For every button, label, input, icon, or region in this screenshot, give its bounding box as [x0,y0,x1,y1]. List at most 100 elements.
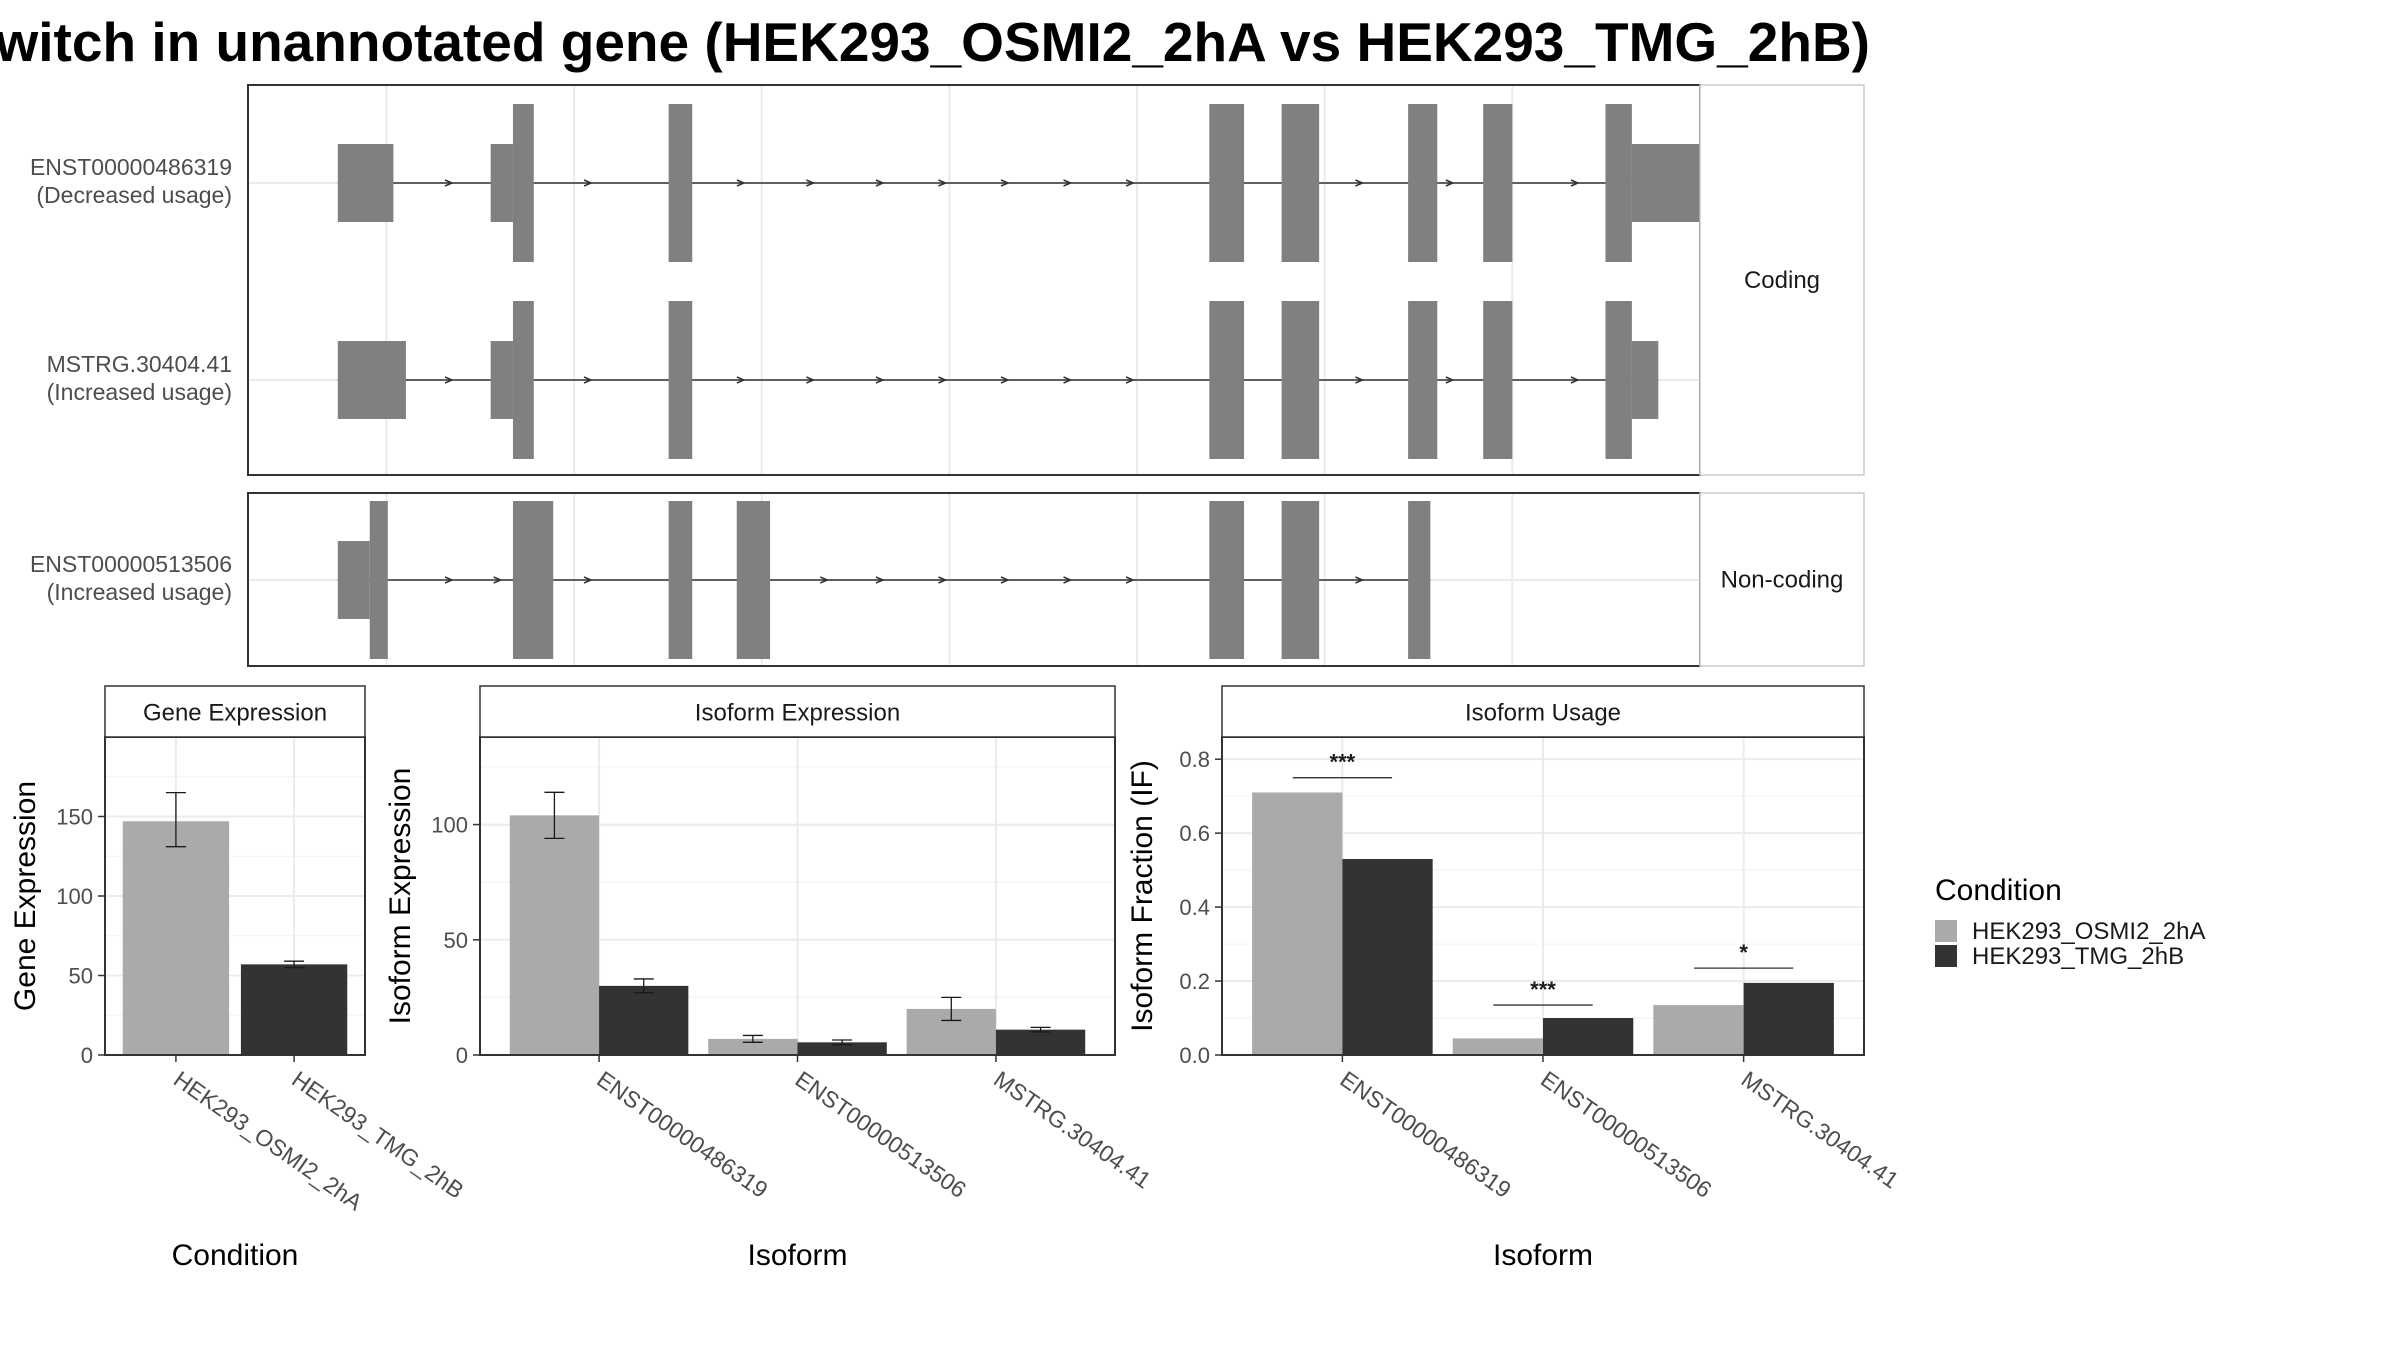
transcript-usage-label: (Increased usage) [47,379,232,405]
significance-stars: *** [1330,750,1356,775]
bar-HEK293_TMG_2hB [995,1029,1086,1055]
direction-arrow [1445,376,1455,384]
direction-arrow [1000,576,1010,584]
y-axis-title: Isoform Fraction (IF) [1126,760,1159,1032]
y-tick-label: 50 [69,964,93,989]
structure-strip [1699,84,1865,476]
direction-arrow [1000,376,1010,384]
exon [512,104,534,262]
y-axis-title: Isoform Expression [384,768,417,1025]
direction-arrow [444,576,454,584]
bar-HEK293_OSMI2_2hA [1452,1038,1543,1055]
direction-arrow [493,576,503,584]
exon [512,501,554,659]
bar-HEK293_TMG_2hB [1743,982,1834,1055]
chart-title: Isoform switch in unannotated gene (HEK2… [0,10,1870,80]
x-axis-title: Isoform [747,1239,847,1272]
direction-arrow [583,376,593,384]
y-tick-label: 0.6 [1179,821,1210,846]
legend-swatch [1935,945,1957,967]
direction-arrow [1355,179,1365,187]
direction-arrow [1063,376,1073,384]
exon [490,144,513,222]
exon [1209,301,1245,459]
direction-arrow [1000,179,1010,187]
bar-HEK293_TMG_2hB [1342,859,1433,1055]
direction-arrow [583,179,593,187]
y-tick-label: 0.0 [1179,1043,1210,1068]
bar-HEK293_OSMI2_2hA [1252,792,1343,1055]
legend-label: HEK293_TMG_2hB [1972,943,2184,970]
structure-strip [1699,492,1865,667]
direction-arrow [938,376,948,384]
exon [1408,104,1438,262]
bar-HEK293_OSMI2_2hA [122,821,230,1055]
panel-title: Gene Expression [143,700,327,727]
panel-strip [479,685,1116,738]
exon [1281,301,1320,459]
direction-arrow [875,179,885,187]
direction-arrow [1355,376,1365,384]
exon [1483,104,1513,262]
direction-arrow [444,376,454,384]
y-tick-label: 50 [444,928,468,953]
direction-arrow [938,576,948,584]
structure-panel-border [247,84,1701,476]
bar-HEK293_TMG_2hB [240,964,348,1055]
panel-strip [104,685,366,738]
y-tick-label: 0 [81,1043,93,1068]
x-tick-label: MSTRG.30404.41 [989,1066,1156,1194]
direction-arrow [1355,576,1365,584]
chart-title-text: Isoform switch in unannotated gene (HEK2… [0,11,1870,73]
transcript-id-label: ENST00000513506 [30,551,232,577]
exon [1605,301,1632,459]
direction-arrow [1125,576,1136,584]
structure-strip-label: Non-coding [1721,567,1844,594]
structure-strip-label: Coding [1744,267,1820,294]
x-axis-title: Condition [172,1239,299,1272]
transcript-usage-label: (Decreased usage) [36,182,232,208]
direction-arrow [875,576,885,584]
exon [1483,301,1513,459]
bar-HEK293_OSMI2_2hA [509,815,600,1055]
significance-stars: * [1739,940,1748,965]
exon [490,341,513,419]
bar-HEK293_OSMI2_2hA [1653,1005,1744,1055]
exon [1408,301,1438,459]
direction-arrow [583,576,593,584]
structure-panel-2: ENST00000513506(Increased usage) Non-codi… [30,492,1865,667]
direction-arrow [1063,179,1073,187]
direction-arrow [875,376,885,384]
exon [1209,104,1245,262]
direction-arrow [1063,576,1073,584]
structure-panel-1: ENST00000486319(Decreased usage) MSTRG.30… [30,84,1865,476]
x-tick-label: HEK293_OSMI2_2hA [169,1066,368,1216]
direction-arrow [1570,179,1580,187]
x-tick-label: ENST00000513506 [791,1066,971,1203]
transcript-id-label: ENST00000486319 [30,154,232,180]
direction-arrow [1125,179,1136,187]
exon [668,301,693,459]
bar-HEK293_TMG_2hB [599,985,689,1055]
bar-HEK293_OSMI2_2hA [708,1038,798,1055]
direction-arrow [820,576,830,584]
exon [337,144,394,222]
exon [736,501,771,659]
exon [369,501,388,659]
panel-title: Isoform Usage [1465,700,1621,727]
bar-HEK293_TMG_2hB [1543,1018,1634,1055]
exon [1631,341,1659,419]
legend-title: Condition [1935,874,2062,907]
direction-arrow [444,179,454,187]
transcript-id-label: MSTRG.30404.41 [47,351,232,377]
exon [668,104,693,262]
panel-strip [1221,685,1865,738]
direction-arrow [1125,376,1136,384]
y-tick-label: 100 [56,884,93,909]
x-axis-title: Isoform [1493,1239,1593,1272]
exon [337,541,370,619]
direction-arrow [806,179,816,187]
y-tick-label: 0 [456,1043,468,1068]
